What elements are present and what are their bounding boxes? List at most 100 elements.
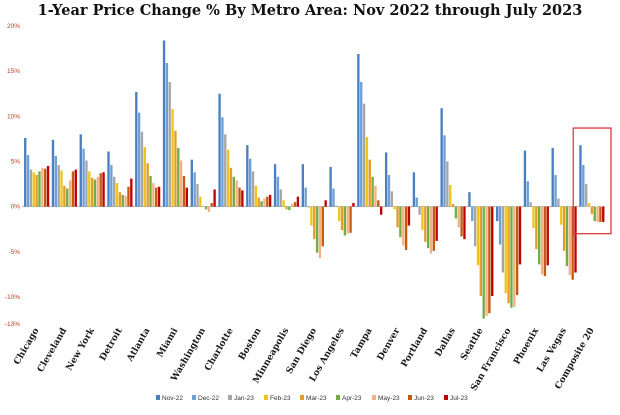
bar — [226, 149, 230, 207]
bar — [35, 175, 38, 207]
bar — [165, 63, 169, 207]
bar — [518, 206, 522, 265]
legend-label: Feb-23 — [270, 395, 291, 402]
bar — [291, 203, 294, 207]
bar — [137, 112, 141, 207]
bar — [115, 183, 119, 207]
bar — [488, 206, 491, 314]
bar — [399, 206, 402, 238]
bar — [268, 194, 272, 207]
y-tick-label: 5% — [11, 158, 21, 165]
bar — [60, 170, 63, 207]
legend-swatch — [444, 395, 448, 400]
bar — [68, 180, 72, 207]
bar — [155, 187, 158, 207]
bar — [124, 195, 127, 207]
bar — [229, 167, 233, 207]
legend-label: Mar-23 — [306, 395, 327, 402]
bar — [82, 148, 85, 207]
bar — [313, 206, 316, 240]
legend-swatch — [192, 395, 196, 400]
bar — [415, 197, 418, 207]
bar — [457, 206, 460, 228]
bar — [584, 184, 588, 207]
bar — [110, 165, 113, 207]
bar — [288, 206, 291, 211]
bar — [357, 53, 360, 207]
bar — [235, 180, 238, 207]
bar — [546, 206, 549, 266]
bar — [207, 206, 211, 213]
bar — [335, 205, 338, 207]
bar — [146, 163, 149, 207]
bar — [63, 185, 66, 207]
category-label: Chicago — [12, 327, 41, 367]
bars — [24, 40, 605, 319]
legend-swatch — [408, 395, 412, 400]
bar — [473, 206, 477, 247]
y-tick-label: 10% — [7, 113, 20, 120]
bar — [310, 206, 313, 226]
bar — [54, 156, 58, 207]
bar — [429, 206, 433, 254]
bar — [307, 206, 310, 208]
bar — [562, 206, 566, 251]
bar — [426, 206, 430, 249]
legend: Nov-22 Dec-22 Jan-23 Feb-23 Mar-23 Apr-23 May-… — [156, 395, 468, 402]
bar — [496, 206, 499, 222]
bar — [285, 206, 288, 210]
bar — [190, 159, 193, 207]
legend-swatch — [156, 395, 160, 400]
bar — [421, 206, 424, 231]
bar — [246, 145, 249, 207]
bar — [152, 183, 155, 207]
bar — [196, 184, 199, 207]
bar — [66, 188, 69, 207]
bar — [29, 169, 33, 207]
bar — [44, 168, 47, 207]
bar — [510, 206, 513, 308]
bar — [463, 206, 466, 240]
bar — [199, 196, 202, 207]
bar — [424, 206, 427, 242]
bar — [301, 164, 305, 207]
bar — [374, 185, 377, 207]
bar — [254, 185, 258, 207]
bar — [251, 171, 255, 207]
bar — [390, 191, 394, 207]
bar — [582, 165, 585, 207]
legend-swatch — [300, 395, 304, 400]
bar — [404, 206, 408, 250]
bar — [74, 169, 77, 207]
bar — [263, 198, 266, 207]
bar — [140, 131, 144, 207]
category-label: Portland — [400, 326, 431, 369]
bar — [51, 139, 55, 207]
bar — [182, 175, 186, 207]
bar — [130, 178, 133, 207]
bar — [260, 201, 263, 207]
category-label: Boston — [237, 326, 264, 362]
category-label: Denver — [376, 326, 403, 362]
bar — [371, 176, 374, 207]
bar — [346, 206, 349, 234]
bar — [193, 172, 196, 207]
y-tick-label: 15% — [7, 68, 20, 75]
bar — [232, 176, 235, 207]
bar — [57, 165, 60, 207]
bar — [380, 206, 383, 215]
bar — [554, 175, 557, 207]
category-label: New York — [65, 326, 98, 373]
bar — [560, 206, 563, 225]
bar — [538, 206, 541, 265]
bar — [568, 206, 571, 276]
bar — [446, 161, 449, 207]
bar — [412, 172, 416, 207]
bar — [479, 206, 482, 297]
bar — [432, 206, 436, 251]
bar — [185, 187, 189, 207]
bar — [318, 206, 322, 259]
bar — [102, 172, 105, 207]
bar — [332, 188, 335, 207]
